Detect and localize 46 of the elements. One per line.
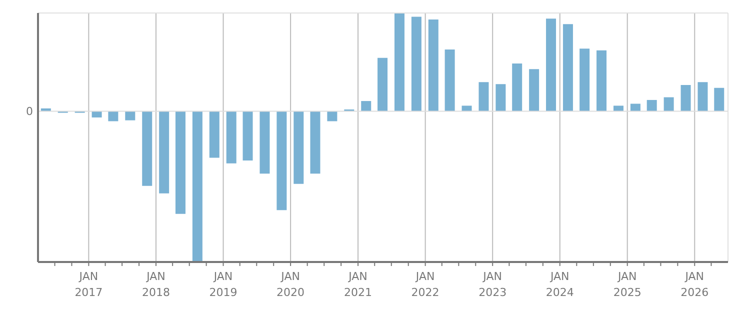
bar (462, 106, 472, 112)
bar (192, 111, 202, 262)
bar (478, 82, 489, 112)
x-tick-label: JAN 2018 (142, 270, 170, 299)
bar (512, 63, 522, 112)
bar (159, 111, 170, 194)
x-tick-label: JAN 2020 (276, 270, 305, 299)
x-tick-label: JAN 2019 (209, 270, 238, 299)
bar (580, 48, 590, 112)
bar (411, 16, 422, 112)
bar (327, 111, 338, 122)
bar (562, 24, 573, 112)
bar (108, 111, 118, 122)
x-tick-label: JAN 2023 (478, 270, 507, 299)
bar (142, 111, 152, 186)
ref-line-label: 0 (26, 105, 33, 118)
bar (226, 111, 236, 164)
bar (698, 82, 708, 112)
bar (444, 49, 455, 112)
bar (664, 97, 674, 112)
bar (546, 18, 556, 112)
x-tick-label: JAN 2024 (546, 270, 574, 299)
bar (276, 111, 287, 210)
bar (529, 69, 540, 112)
bar (496, 84, 506, 112)
bar (209, 111, 220, 158)
bar (361, 101, 372, 112)
bar (294, 111, 304, 184)
x-tick-label: JAN 2017 (74, 270, 103, 299)
bar (242, 111, 253, 161)
x-tick-label: JAN 2026 (680, 270, 709, 299)
bar (175, 111, 186, 214)
bar (394, 13, 404, 112)
bar (260, 111, 270, 174)
x-tick-label: JAN 2022 (411, 270, 440, 299)
x-tick-label: JAN 2025 (613, 270, 642, 299)
bar (646, 100, 657, 112)
bar (596, 50, 607, 112)
bar (630, 104, 640, 112)
bar (680, 85, 691, 112)
bar (310, 111, 320, 174)
bar (378, 58, 388, 112)
bar (714, 88, 724, 112)
x-tick-label: JAN 2021 (344, 270, 372, 299)
bar (428, 19, 438, 112)
bar (613, 106, 624, 112)
